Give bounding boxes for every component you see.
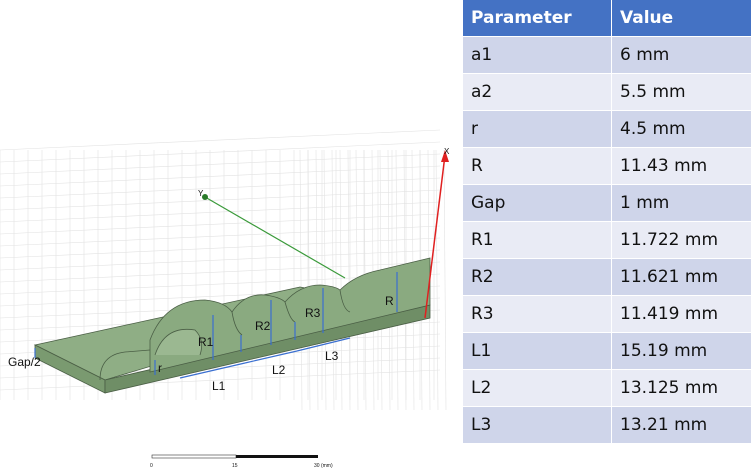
label-R2: R2 [255, 319, 271, 333]
label-gap: Gap/2 [8, 355, 41, 369]
table-cell: Gap [463, 185, 612, 222]
parameter-table: Parameter Value a1 6 mm a2 5.5 mm r 4.5 mm R 11.4… [463, 0, 752, 444]
grid-line [0, 225, 441, 247]
label-R1: R1 [198, 335, 214, 349]
grid-line [0, 261, 441, 283]
label-L3: L3 [325, 349, 339, 363]
grid-line [0, 153, 441, 175]
table-row: Parameter Value [463, 0, 752, 37]
grid-line [307, 149, 311, 411]
grid-line [0, 141, 441, 163]
grid-line [443, 149, 447, 411]
table-row: R2 11.621 mm [463, 259, 752, 296]
table-row: R 11.43 mm [463, 148, 752, 185]
table-cell: R [463, 148, 612, 185]
label-L2: L2 [272, 363, 286, 377]
table-cell: R2 [463, 259, 612, 296]
grid-line [0, 129, 441, 151]
grid-line [323, 149, 327, 411]
resonator-block [149, 257, 431, 373]
cavity [154, 328, 203, 356]
cad-view: Gap/2 r R1 R2 R3 R L1 L2 L3 X Y 0 15 30 … [0, 129, 450, 469]
table-cell: 4.5 mm [612, 111, 752, 148]
table-cell: 11.43 mm [612, 148, 752, 185]
dimensions [34, 272, 398, 379]
table-cell: 6 mm [612, 37, 752, 74]
y-axis-line [204, 196, 346, 279]
grid-line [0, 165, 441, 187]
table-cell: 13.21 mm [612, 407, 752, 444]
table-row: Gap 1 mm [463, 185, 752, 222]
scale-label: 30 (mm) [314, 463, 333, 469]
label-r: r [158, 361, 162, 375]
table-cell: 15.19 mm [612, 333, 752, 370]
table-cell: R3 [463, 296, 612, 333]
table-row: L1 15.19 mm [463, 333, 752, 370]
table-cell: 5.5 mm [612, 74, 752, 111]
label-R: R [385, 294, 394, 308]
grid-line [331, 149, 335, 411]
table-cell: 11.419 mm [612, 296, 752, 333]
table-cell: a1 [463, 37, 612, 74]
axis-y-label: Y [198, 189, 204, 198]
table-row: r 4.5 mm [463, 111, 752, 148]
grid-line [0, 189, 441, 211]
grid-line [0, 249, 441, 271]
grid-line [0, 201, 441, 223]
slab-edge [99, 349, 151, 381]
grid-line [339, 149, 343, 411]
table-cell: Value [612, 0, 752, 37]
table-cell: R1 [463, 222, 612, 259]
table-cell: L3 [463, 407, 612, 444]
table-cell: r [463, 111, 612, 148]
table-cell: 11.621 mm [612, 259, 752, 296]
axis-x-label: X [444, 147, 450, 156]
scale-label: 0 [150, 463, 153, 469]
table-row: L3 13.21 mm [463, 407, 752, 444]
table-row: R1 11.722 mm [463, 222, 752, 259]
table-cell: L2 [463, 370, 612, 407]
table-row: L2 13.125 mm [463, 370, 752, 407]
grid-line [0, 177, 441, 199]
table-cell: Parameter [463, 0, 612, 37]
scale-label: 15 [232, 463, 238, 469]
table-cell: a2 [463, 74, 612, 111]
grid-line [0, 369, 441, 391]
table-row: R3 11.419 mm [463, 296, 752, 333]
table-row: a1 6 mm [463, 37, 752, 74]
notches [231, 289, 351, 336]
x-axis-arrow [441, 150, 449, 162]
table-row: a2 5.5 mm [463, 74, 752, 111]
x-axis-line [424, 154, 446, 319]
table-cell: L1 [463, 333, 612, 370]
origin [202, 194, 208, 200]
label-R3: R3 [305, 306, 321, 320]
table-cell: 1 mm [612, 185, 752, 222]
grid-line [0, 213, 441, 235]
label-L1: L1 [212, 379, 226, 393]
scale-bar-1 [151, 454, 237, 459]
grid-line [435, 149, 439, 411]
grid-line [315, 149, 319, 411]
table-cell: 13.125 mm [612, 370, 752, 407]
scale-bar-2 [236, 455, 318, 458]
grid-line [0, 237, 441, 259]
grid-line [347, 149, 351, 411]
grid-line [299, 149, 303, 411]
table-cell: 11.722 mm [612, 222, 752, 259]
